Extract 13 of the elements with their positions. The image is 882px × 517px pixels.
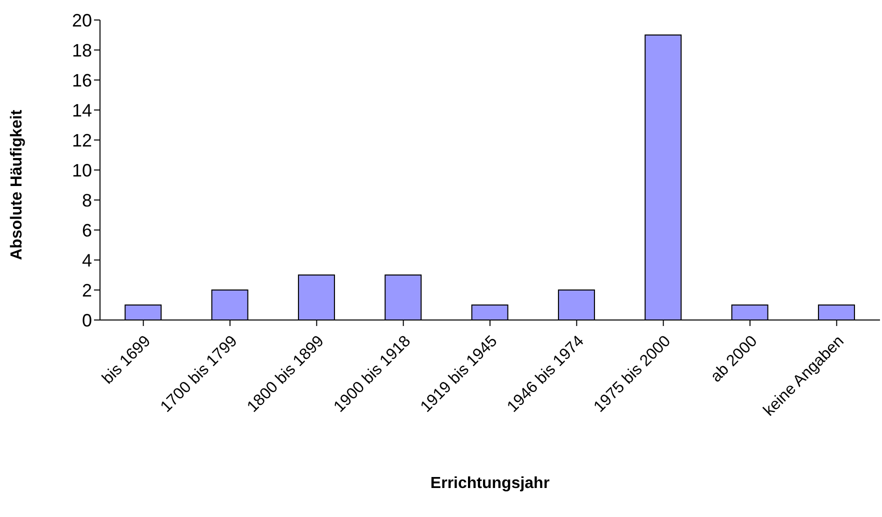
y-tick-label: 12 <box>72 130 92 150</box>
y-tick-label: 0 <box>82 310 92 330</box>
y-tick-label: 18 <box>72 40 92 60</box>
x-axis-title: Errichtungsjahr <box>430 475 550 492</box>
y-tick-label: 20 <box>72 10 92 30</box>
y-tick-label: 10 <box>72 160 92 180</box>
y-tick-label: 4 <box>82 250 92 270</box>
y-tick-label: 8 <box>82 190 92 210</box>
y-tick-label: 16 <box>72 70 92 90</box>
y-tick-label: 14 <box>72 100 92 120</box>
y-axis-title: Absolute Häufigkeit <box>8 109 26 260</box>
y-tick-label: 2 <box>82 280 92 300</box>
y-tick-label: 6 <box>82 220 92 240</box>
